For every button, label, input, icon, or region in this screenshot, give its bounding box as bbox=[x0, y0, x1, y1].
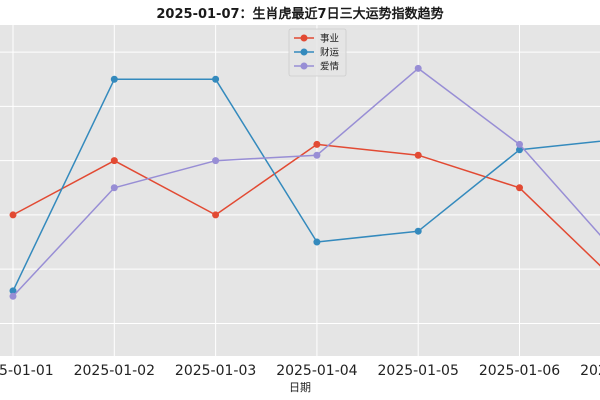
x-tick-labels: 2025-01-01 2025-01-02 2025-01-03 2025-01-04… bbox=[0, 363, 600, 379]
legend-swatch-marker bbox=[300, 62, 308, 70]
data-point bbox=[9, 211, 17, 219]
x-tick-label: 2025-01-04 bbox=[276, 363, 357, 379]
data-point bbox=[212, 157, 220, 165]
legend-label: 财运 bbox=[320, 47, 340, 59]
data-point bbox=[313, 151, 321, 159]
data-point bbox=[516, 184, 523, 192]
chart-title: 2025-01-07：生肖虎最近7日三大运势指数趋势 bbox=[156, 6, 443, 22]
data-point bbox=[212, 75, 220, 83]
series-layer bbox=[9, 64, 600, 300]
data-point bbox=[212, 211, 220, 219]
x-tick-label: 2025-01-03 bbox=[175, 363, 256, 379]
legend-label: 爱情 bbox=[320, 61, 340, 73]
data-point bbox=[110, 75, 118, 83]
x-tick-label: 2025-01-05 bbox=[378, 363, 459, 379]
data-point bbox=[9, 292, 17, 300]
x-tick-label: 2025-01-06 bbox=[479, 363, 560, 379]
data-point bbox=[414, 227, 422, 235]
data-point bbox=[516, 146, 523, 154]
data-point bbox=[9, 287, 17, 295]
data-point bbox=[313, 238, 321, 246]
data-point bbox=[516, 140, 523, 148]
plot-area bbox=[0, 25, 600, 356]
data-point bbox=[414, 151, 422, 159]
x-tick-label: 2025-01-01 bbox=[0, 363, 54, 379]
data-point bbox=[110, 157, 118, 165]
data-point bbox=[313, 140, 321, 148]
x-tick-label: 2025-01-02 bbox=[74, 363, 155, 379]
legend-label: 事业 bbox=[320, 33, 339, 45]
data-point bbox=[110, 184, 118, 192]
x-axis-label: 日期 bbox=[289, 381, 311, 394]
x-tick-label: 2025-01-07 bbox=[580, 363, 600, 379]
data-point bbox=[414, 64, 422, 72]
legend-swatch-marker bbox=[300, 48, 308, 56]
legend-swatch-marker bbox=[300, 34, 308, 42]
